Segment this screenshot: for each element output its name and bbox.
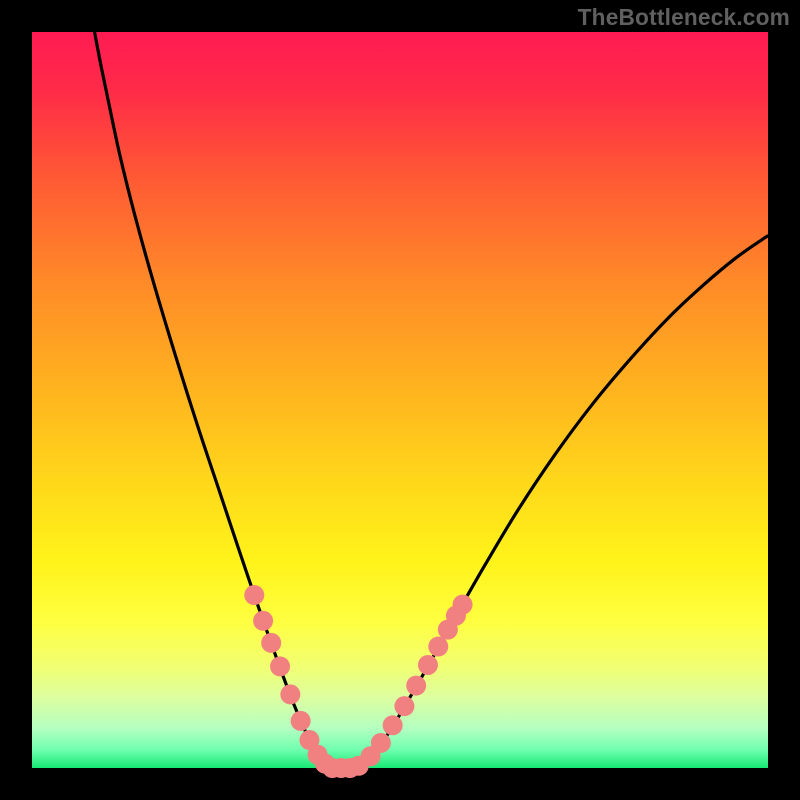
marker-right-1 <box>371 733 391 753</box>
marker-left-2 <box>261 633 281 653</box>
marker-right-3 <box>394 696 414 716</box>
marker-left-3 <box>270 656 290 676</box>
curve-left <box>95 32 333 768</box>
marker-left-0 <box>244 585 264 605</box>
marker-left-4 <box>280 684 300 704</box>
marker-left-1 <box>253 611 273 631</box>
marker-right-2 <box>383 715 403 735</box>
marker-right-6 <box>428 637 448 657</box>
chart-outer: TheBottleneck.com <box>0 0 800 800</box>
marker-right-9 <box>453 595 473 615</box>
watermark-text: TheBottleneck.com <box>578 4 790 31</box>
curve-layer <box>0 0 800 800</box>
marker-right-4 <box>406 676 426 696</box>
marker-left-5 <box>291 711 311 731</box>
marker-right-5 <box>418 655 438 675</box>
